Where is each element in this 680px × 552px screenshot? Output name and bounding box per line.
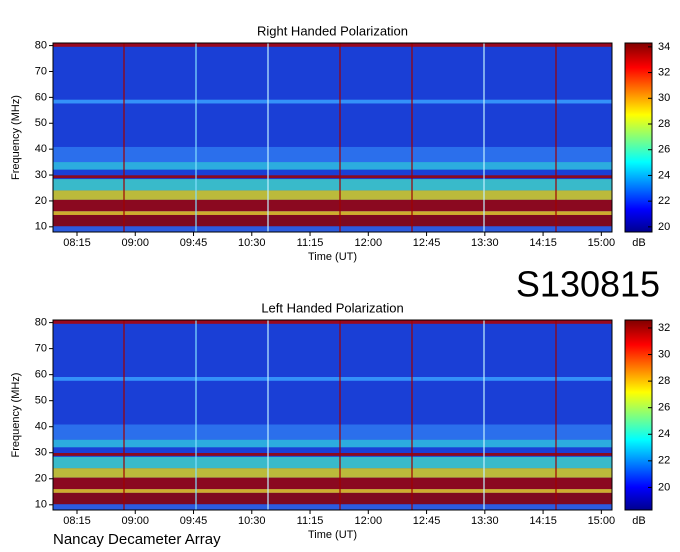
spectrogram-band <box>53 179 612 191</box>
x-tick-label: 12:00 <box>355 237 383 249</box>
y-tick-label: 80 <box>35 39 47 51</box>
x-axis-label: Time (UT) <box>308 251 357 263</box>
x-tick-label: 09:45 <box>180 515 208 527</box>
x-tick-label: 11:15 <box>297 237 324 249</box>
observation-id: S130815 <box>516 264 660 305</box>
colorbar-tick-label: 28 <box>658 118 670 130</box>
colorbar-tick-label: 20 <box>658 481 670 493</box>
y-tick-label: 60 <box>35 91 47 103</box>
colorbar-tick-label: 32 <box>658 322 670 334</box>
x-tick-label: 12:45 <box>413 237 441 249</box>
instrument-name: Nancay Decameter Array <box>53 531 221 548</box>
x-tick-label: 08:15 <box>63 237 91 249</box>
colorbar-tick-label: 26 <box>658 144 670 156</box>
colorbar-tick-label: 24 <box>658 428 670 440</box>
x-tick-label: 15:00 <box>588 515 616 527</box>
spectrogram-band <box>53 190 612 200</box>
y-tick-label: 30 <box>35 169 47 181</box>
colorbar-tick-label: 22 <box>658 195 670 207</box>
x-tick-label: 12:45 <box>413 515 441 527</box>
y-tick-label: 40 <box>35 421 47 433</box>
y-tick-label: 10 <box>35 499 47 511</box>
spectrogram-band <box>53 468 612 478</box>
spectrogram-band <box>53 456 612 469</box>
spectrogram-band <box>53 162 612 170</box>
y-tick-label: 30 <box>35 447 47 459</box>
colorbar-tick-label: 32 <box>658 66 670 78</box>
plot-frame <box>52 42 613 233</box>
y-tick-label: 70 <box>35 343 47 355</box>
spectrogram-band <box>53 377 612 381</box>
y-tick-label: 20 <box>35 195 47 207</box>
y-tick-label: 10 <box>35 221 47 233</box>
x-tick-label: 09:00 <box>121 515 149 527</box>
spectrogram-band <box>53 492 612 505</box>
y-tick-label: 80 <box>35 317 47 329</box>
y-tick-label: 50 <box>35 395 47 407</box>
panel-title: Left Handed Polarization <box>261 300 403 315</box>
spectrogram-band <box>53 214 612 227</box>
y-tick-label: 70 <box>35 65 47 77</box>
colorbar <box>624 42 653 233</box>
colorbar-label: dB <box>632 515 645 527</box>
spectrogram-band <box>53 504 612 510</box>
spectrogram-band <box>53 99 612 104</box>
y-tick-label: 20 <box>35 473 47 485</box>
colorbar-tick-label: 30 <box>658 348 670 360</box>
y-tick-label: 40 <box>35 143 47 155</box>
spectrogram-band <box>53 320 612 324</box>
spectrogram-band <box>53 175 612 179</box>
x-tick-label: 10:30 <box>238 237 266 249</box>
colorbar <box>624 319 653 511</box>
spectrogram-band <box>53 439 612 448</box>
x-tick-label: 10:30 <box>238 515 266 527</box>
y-tick-label: 60 <box>35 369 47 381</box>
colorbar-tick-label: 34 <box>658 41 670 53</box>
panel-title: Right Handed Polarization <box>257 23 408 38</box>
x-tick-label: 13:30 <box>471 237 499 249</box>
x-axis-label: Time (UT) <box>308 529 357 541</box>
y-axis-label: Frequency (MHz) <box>10 373 22 458</box>
plot-frame <box>52 319 613 511</box>
colorbar-label: dB <box>632 237 645 249</box>
x-tick-label: 09:00 <box>121 237 149 249</box>
spectrogram-band <box>53 477 612 490</box>
spectrogram-band <box>53 146 612 163</box>
colorbar-tick-label: 26 <box>658 402 670 414</box>
spectrogram-band <box>53 211 612 215</box>
x-tick-label: 09:45 <box>180 237 208 249</box>
y-tick-label: 50 <box>35 117 47 129</box>
x-tick-label: 14:15 <box>529 515 557 527</box>
x-tick-label: 13:30 <box>471 515 499 527</box>
spectrogram-band <box>53 453 612 456</box>
x-tick-label: 15:00 <box>588 237 616 249</box>
x-tick-label: 12:00 <box>355 515 383 527</box>
spectrogram-band <box>53 199 612 212</box>
spectrogram-band <box>53 489 612 493</box>
y-axis-label: Frequency (MHz) <box>10 95 22 180</box>
x-tick-label: 08:15 <box>63 515 91 527</box>
spectrogram-band <box>53 226 612 232</box>
colorbar-tick-label: 30 <box>658 92 670 104</box>
colorbar-tick-label: 22 <box>658 455 670 467</box>
colorbar-tick-label: 20 <box>658 221 670 233</box>
spectrogram-band <box>53 43 612 47</box>
spectrogram-band <box>53 424 612 440</box>
x-tick-label: 11:15 <box>297 515 324 527</box>
x-tick-label: 14:15 <box>529 237 557 249</box>
colorbar-tick-label: 24 <box>658 169 670 181</box>
colorbar-tick-label: 28 <box>658 375 670 387</box>
